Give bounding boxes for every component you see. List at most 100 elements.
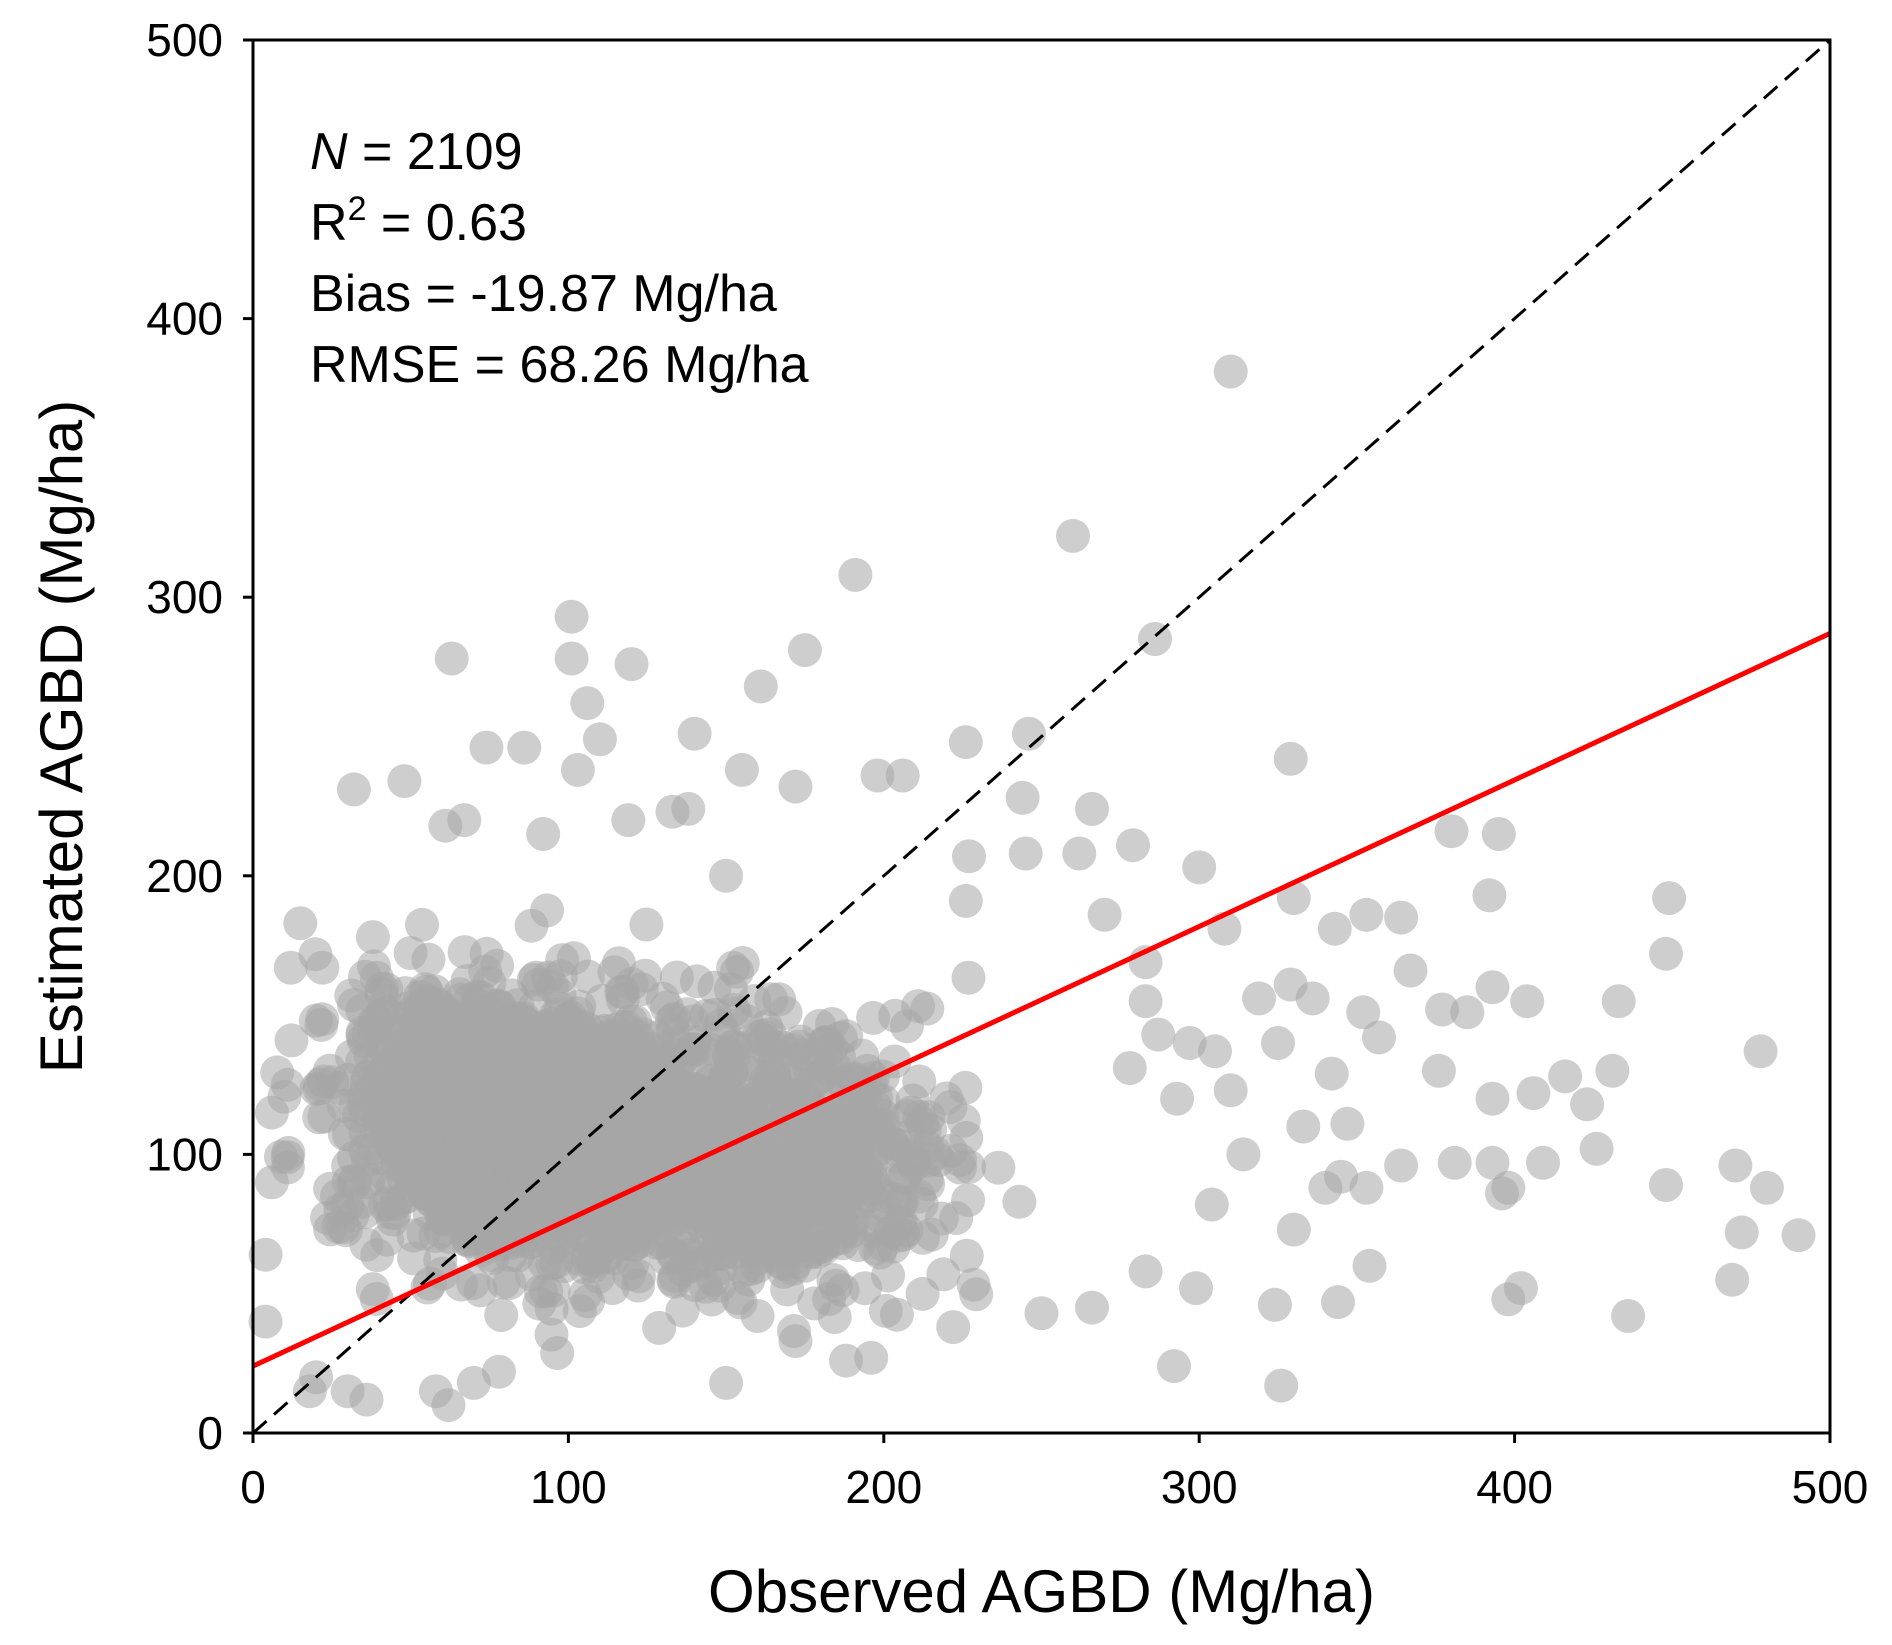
scatter-point	[507, 730, 542, 765]
scatter-point	[649, 990, 684, 1025]
scatter-point	[720, 1280, 755, 1315]
scatter-point	[981, 1150, 1016, 1185]
scatter-point	[1179, 1271, 1213, 1306]
scatter-point	[656, 1262, 691, 1297]
scatter-point	[709, 1365, 744, 1400]
scatter-point	[1002, 1184, 1037, 1219]
scatter-point	[387, 764, 422, 799]
scatter-point	[492, 1266, 527, 1301]
scatter-point	[1611, 1299, 1646, 1333]
scatter-point	[531, 960, 565, 995]
scatter-point	[1437, 1145, 1472, 1180]
scatter-point	[677, 716, 712, 751]
scatter-point	[1087, 897, 1122, 932]
scatter-point	[1724, 1215, 1759, 1250]
scatter-point	[1362, 1020, 1396, 1055]
scatter-point	[1510, 984, 1545, 1019]
scatter-point	[724, 752, 759, 787]
scatter-point	[619, 1029, 654, 1064]
scatter-point	[496, 1219, 531, 1254]
stat-r2: R2 = 0.63	[310, 190, 527, 252]
scatter-point	[698, 1237, 733, 1272]
y-tick-label: 200	[146, 850, 223, 902]
scatter-point	[642, 1310, 677, 1345]
scatter-point	[936, 1310, 971, 1345]
scatter-point	[1286, 1109, 1321, 1144]
scatter-point	[949, 1238, 984, 1273]
stat-r2-superscript: 2	[348, 190, 367, 228]
scatter-point	[1141, 1017, 1176, 1052]
scatter-point	[1749, 1170, 1784, 1205]
scatter-point	[1330, 1106, 1365, 1141]
scatter-point	[614, 647, 649, 682]
scatter-point	[1308, 1170, 1343, 1205]
scatter-point	[1242, 981, 1277, 1016]
scatter-point	[1062, 836, 1097, 871]
scatter-point	[1579, 1131, 1614, 1166]
scatter-point	[1075, 1290, 1109, 1325]
scatter-point	[1226, 1137, 1261, 1172]
scatter-point	[571, 1284, 606, 1319]
scatter-point	[404, 1008, 439, 1043]
scatter-point	[336, 772, 371, 807]
scatter-point	[1743, 1034, 1778, 1069]
scatter-point	[1075, 791, 1109, 826]
scatter-point	[405, 907, 439, 942]
scatter-point	[431, 1388, 466, 1423]
scatter-point	[1715, 1262, 1750, 1297]
y-tick-label: 500	[146, 14, 223, 66]
scatter-point	[1526, 1145, 1560, 1180]
scatter-point	[787, 633, 822, 668]
scatter-point	[549, 1025, 583, 1060]
scatter-point	[1516, 1076, 1551, 1111]
scatter-point	[1005, 780, 1040, 815]
scatter-point	[283, 906, 318, 941]
stat-bias: Bias = -19.87 Mg/ha	[310, 265, 777, 323]
y-tick-label: 0	[197, 1407, 223, 1459]
scatter-point	[479, 1017, 514, 1052]
scatter-point	[560, 752, 595, 787]
scatter-point	[347, 1195, 382, 1230]
y-tick-label: 400	[146, 293, 223, 345]
scatter-point	[348, 1133, 383, 1168]
scatter-point	[743, 669, 778, 704]
scatter-point	[828, 1093, 863, 1128]
x-tick-label: 200	[845, 1461, 922, 1513]
scatter-point	[274, 1023, 309, 1058]
y-tick-label: 300	[146, 571, 223, 623]
scatter-point	[1384, 1148, 1419, 1183]
scatter-point	[1601, 984, 1636, 1019]
scatter-point	[1321, 1285, 1355, 1320]
scatter-point	[479, 1182, 514, 1217]
scatter-point	[469, 936, 504, 971]
one-to-one-reference-line	[252, 38, 1831, 1435]
scatter-point	[1182, 850, 1217, 885]
scatter-point	[697, 970, 732, 1005]
scatter-point	[1160, 1081, 1195, 1116]
scatter-point	[924, 1201, 959, 1236]
scatter-point	[868, 1293, 903, 1328]
scatter-point	[585, 1056, 620, 1091]
scatter-point	[643, 1135, 678, 1170]
y-tick-label: 100	[146, 1128, 223, 1180]
scatter-point	[1475, 1081, 1510, 1116]
scatter-point	[665, 1293, 700, 1328]
scatter-points	[248, 354, 1816, 1423]
scatter-point	[858, 1231, 893, 1266]
scatter-point	[1421, 1053, 1456, 1088]
scatter-point	[1450, 995, 1485, 1030]
scatter-point	[570, 959, 605, 994]
scatter-point	[449, 1044, 484, 1079]
scatter-point	[948, 883, 983, 918]
scatter-point	[561, 1241, 596, 1276]
scatter-point	[1425, 992, 1460, 1027]
scatter-point	[248, 1237, 283, 1272]
scatter-point	[816, 1263, 851, 1298]
scatter-point	[885, 758, 920, 793]
scatter-point	[1649, 936, 1683, 971]
scatter-point	[730, 1151, 764, 1186]
stat-n-value: = 2109	[348, 123, 523, 181]
scatter-point	[1649, 1168, 1683, 1202]
scatter-point	[1503, 1271, 1538, 1306]
